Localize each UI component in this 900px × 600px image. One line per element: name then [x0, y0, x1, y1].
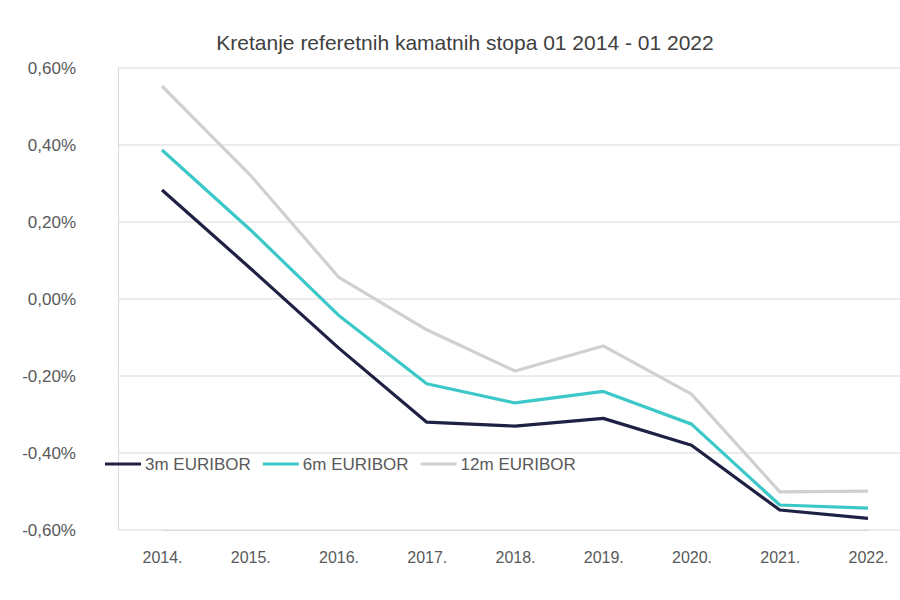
x-tick-label: 2017.: [407, 549, 447, 566]
x-tick: 2016.: [319, 530, 359, 566]
y-tick: 0,00%: [28, 290, 118, 309]
legend-swatch: [105, 462, 141, 465]
legend-label: 3m EURIBOR: [145, 455, 251, 474]
grid: [118, 68, 900, 530]
y-tick-label: 0,20%: [28, 213, 76, 232]
grid-line: [118, 68, 900, 69]
x-tick-label: 2022.: [848, 549, 888, 566]
legend-swatch: [263, 462, 299, 465]
y-axis: -0,60% -0,40% -0,20% 0,00% 0,20% 0,40% 0,60%: [22, 59, 118, 540]
grid-line: [118, 530, 900, 531]
x-tick: 2017.: [407, 530, 447, 566]
x-tick-label: 2015.: [231, 549, 271, 566]
x-tick-label: 2018.: [495, 549, 535, 566]
series-line: [162, 86, 868, 492]
y-tick: -0,20%: [22, 367, 118, 386]
series-line: [162, 190, 868, 518]
y-tick-label: -0,60%: [22, 521, 76, 540]
chart: Kretanje referetnih kamatnih stopa 01 20…: [0, 0, 900, 600]
lines: [162, 86, 868, 518]
y-tick: -0,40%: [22, 444, 118, 463]
grid-line: [118, 222, 900, 223]
x-tick: 2015.: [231, 530, 271, 566]
y-tick: 0,60%: [28, 59, 118, 78]
legend-label: 6m EURIBOR: [303, 455, 409, 474]
x-tick-label: 2019.: [584, 549, 624, 566]
x-tick: 2020.: [672, 530, 712, 566]
x-axis: 2014. 2015. 2016. 2017. 2018. 2019. 2020. 2021.…: [142, 530, 888, 566]
y-tick-label: -0,40%: [22, 444, 76, 463]
grid-line: [118, 453, 900, 454]
y-tick-label: 0,60%: [28, 59, 76, 78]
title: Kretanje referetnih kamatnih stopa 01 20…: [216, 31, 713, 54]
x-tick-label: 2021.: [760, 549, 800, 566]
grid-line: [118, 299, 900, 300]
x-tick: 2021.: [760, 530, 800, 566]
y-tick-label: -0,20%: [22, 367, 76, 386]
y-tick: -0,60%: [22, 521, 118, 540]
x-axis-line: [163, 530, 869, 531]
x-tick: 2014.: [142, 530, 182, 566]
legend-label: 12m EURIBOR: [461, 455, 576, 474]
y-tick: 0,40%: [28, 136, 118, 155]
x-tick-label: 2016.: [319, 549, 359, 566]
x-tick-label: 2014.: [142, 549, 182, 566]
grid-line: [118, 376, 900, 377]
y-tick: 0,20%: [28, 213, 118, 232]
grid-line: [118, 145, 900, 146]
x-tick: 2018.: [495, 530, 535, 566]
series-line: [162, 150, 868, 508]
x-tick: 2019.: [584, 530, 624, 566]
y-tick-label: 0,00%: [28, 290, 76, 309]
legend-swatch: [421, 462, 457, 465]
x-tick: 2022.: [848, 530, 888, 566]
y-axis-line: [118, 69, 119, 531]
x-tick-label: 2020.: [672, 549, 712, 566]
y-tick-label: 0,40%: [28, 136, 76, 155]
legend: 3m EURIBOR 6m EURIBOR 12m EURIBOR: [105, 455, 576, 474]
